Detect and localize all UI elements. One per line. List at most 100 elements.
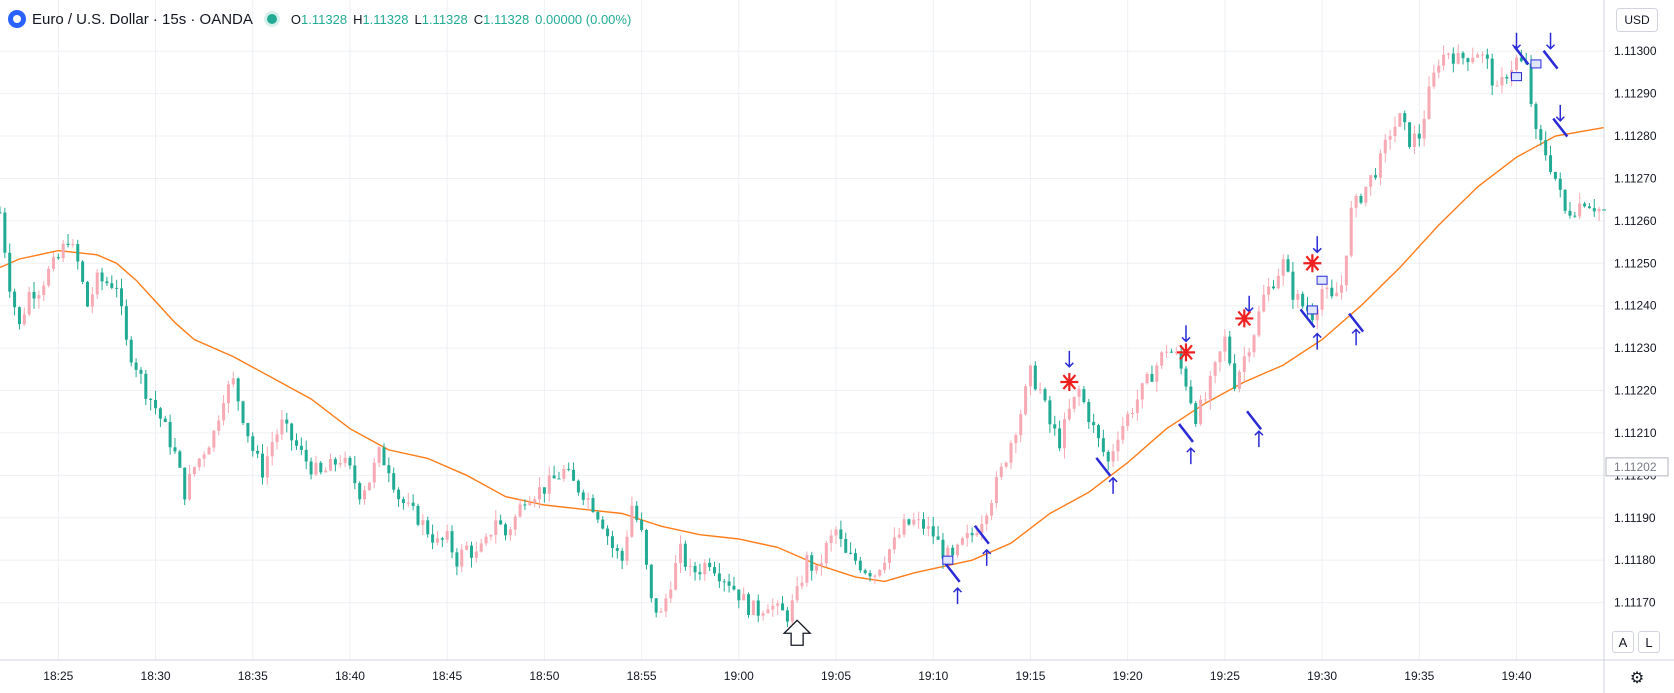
symbol-title[interactable]: Euro / U.S. Dollar · 15s · OANDA xyxy=(32,10,253,28)
candle-body xyxy=(1043,389,1047,401)
candle-body xyxy=(742,594,746,601)
sell-arrow-icon xyxy=(1244,295,1254,313)
candle-body xyxy=(1359,196,1363,203)
candle-body xyxy=(970,533,974,536)
candle-body xyxy=(1024,386,1028,415)
candle-body xyxy=(1349,207,1353,256)
candle-body xyxy=(756,600,760,616)
price-tick-label: 1.11270 xyxy=(1614,171,1657,185)
candle-body xyxy=(1534,104,1538,130)
candle-body xyxy=(1145,373,1149,384)
signal-tick-mark xyxy=(1095,457,1112,477)
price-tick-label: 1.11240 xyxy=(1614,299,1657,313)
candle-body xyxy=(1194,403,1198,424)
candle-body xyxy=(625,536,629,561)
candle-body xyxy=(1028,365,1032,387)
signal-tick-mark xyxy=(973,524,990,545)
candle-body xyxy=(299,445,303,450)
moving-average-line xyxy=(0,126,1605,583)
ohlc-change-value: 0.00000 (0.00%) xyxy=(535,11,632,27)
candle-body xyxy=(387,465,391,474)
candle-body xyxy=(1271,286,1275,289)
candle-body xyxy=(538,487,542,500)
moving-average-layer xyxy=(0,126,1605,583)
sell-arrow-icon xyxy=(1312,236,1322,254)
candle-body xyxy=(960,538,964,545)
candle-body xyxy=(946,547,950,559)
candle-body xyxy=(416,505,420,525)
candle-body xyxy=(1135,399,1139,414)
candle-body xyxy=(674,563,678,590)
candle-body xyxy=(1344,255,1348,286)
candle-body xyxy=(231,378,235,385)
candle-body xyxy=(878,569,882,576)
candle-body xyxy=(844,538,848,553)
candle-body xyxy=(1539,129,1543,141)
candle-body xyxy=(124,306,128,340)
candle-body xyxy=(0,212,2,214)
candle-body xyxy=(533,499,537,503)
candle-body xyxy=(8,252,12,292)
candle-body xyxy=(1208,375,1212,400)
market-status-icon[interactable] xyxy=(266,14,277,24)
candle-body xyxy=(1281,259,1285,276)
candle-body xyxy=(226,384,230,404)
candle-body xyxy=(168,421,172,448)
candle-body xyxy=(1252,335,1256,353)
candle-body xyxy=(1442,54,1446,66)
candle-body xyxy=(324,470,328,473)
candle-body xyxy=(630,505,634,537)
candle-body xyxy=(936,536,940,540)
candle-body xyxy=(236,378,240,402)
candle-body xyxy=(1077,389,1081,397)
candle-body xyxy=(285,419,289,424)
candle-body xyxy=(3,212,7,253)
ohlc-values: O1.11328 H1.11328 L1.11328 C1.11328 0.00… xyxy=(291,12,631,27)
candle-body xyxy=(32,291,36,299)
candle-body xyxy=(81,261,85,282)
price-tick-label: 1.11300 xyxy=(1614,44,1657,58)
price-tick-label: 1.11170 xyxy=(1614,596,1656,610)
candle-body xyxy=(727,581,731,586)
sell-arrow-icon xyxy=(1555,104,1565,122)
candle-body xyxy=(853,553,857,561)
candle-body xyxy=(1558,178,1562,190)
candle-body xyxy=(688,566,692,568)
candle-body xyxy=(863,570,867,574)
candle-body xyxy=(260,453,264,478)
candle-body xyxy=(134,362,138,370)
candle-body xyxy=(401,499,405,504)
signal-tick-mark xyxy=(1513,45,1530,66)
symbol-logo-icon[interactable] xyxy=(8,10,26,28)
candle-body xyxy=(440,538,444,540)
position-box xyxy=(1530,59,1542,69)
candle-body xyxy=(1092,422,1096,426)
candle-body xyxy=(212,430,216,448)
settings-gear-icon[interactable]: ⚙ xyxy=(1629,670,1645,687)
candle-body xyxy=(669,589,673,599)
candle-body xyxy=(353,465,357,484)
candle-body xyxy=(839,529,843,539)
currency-button[interactable]: USD xyxy=(1616,8,1658,32)
candle-body xyxy=(1009,443,1013,463)
log-scale-button[interactable]: L xyxy=(1638,631,1660,653)
candle-body xyxy=(994,477,998,504)
time-tick-label: 18:25 xyxy=(43,669,73,683)
candle-body xyxy=(1495,85,1499,87)
candle-body xyxy=(1257,311,1261,336)
candle-body xyxy=(1490,58,1494,86)
candle-body xyxy=(503,524,508,536)
candle-body xyxy=(552,475,556,479)
candle-body xyxy=(358,483,362,500)
auto-scale-button[interactable]: A xyxy=(1612,631,1634,653)
candle-body xyxy=(217,420,221,431)
candle-body xyxy=(897,534,901,538)
candle-body xyxy=(849,552,853,554)
candle-body xyxy=(202,454,206,459)
exit-star-icon xyxy=(1060,373,1079,392)
candle-body xyxy=(1529,63,1533,105)
drawings-layer xyxy=(782,32,1569,646)
time-tick-label: 19:25 xyxy=(1210,669,1240,683)
candle-body xyxy=(815,565,819,571)
